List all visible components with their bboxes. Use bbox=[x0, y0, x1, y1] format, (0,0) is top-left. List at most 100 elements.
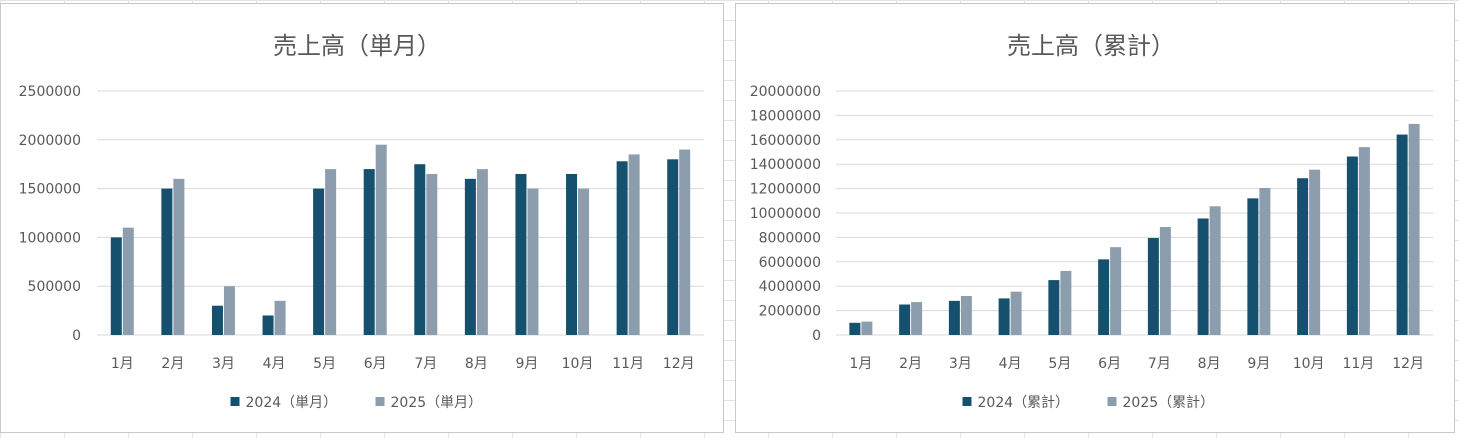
y-tick-label: 0 bbox=[72, 328, 81, 344]
y-tick-label: 0 bbox=[812, 328, 821, 344]
y-tick-label: 20000000 bbox=[750, 84, 821, 100]
bar-2025-6 bbox=[1110, 247, 1122, 335]
y-tick-label: 14000000 bbox=[750, 157, 821, 173]
y-tick-label: 10000000 bbox=[750, 206, 821, 222]
bar-2025-3 bbox=[223, 286, 235, 335]
y-tick-label: 500000 bbox=[28, 279, 81, 295]
bar-2024-7 bbox=[414, 164, 426, 335]
bar-2024-11 bbox=[616, 161, 628, 335]
bar-2024-5 bbox=[313, 188, 325, 335]
bar-2024-6 bbox=[363, 169, 375, 335]
bar-2025-4 bbox=[1010, 291, 1022, 335]
legend-label-2025: 2025（単月） bbox=[391, 395, 483, 411]
x-tick-label: 3月 bbox=[949, 356, 972, 372]
x-tick-label: 1月 bbox=[111, 356, 134, 372]
y-tick-label: 6000000 bbox=[759, 255, 821, 271]
bar-2024-11 bbox=[1346, 156, 1358, 335]
cumulative-sales-svg: 売上高（累計） 0 2000000 4000000 6000000 8000000 100… bbox=[750, 32, 1433, 411]
legend-swatch-2024 bbox=[230, 397, 240, 406]
x-tick-label: 12月 bbox=[663, 356, 695, 372]
bar-2024-6 bbox=[1098, 259, 1110, 335]
bar-2025-12 bbox=[1408, 123, 1420, 335]
bar-2025-2 bbox=[173, 178, 185, 335]
bar-2024-7 bbox=[1147, 238, 1159, 335]
bar-2024-2 bbox=[161, 188, 173, 335]
bar-2024-1 bbox=[110, 237, 122, 335]
bar-2024-10 bbox=[566, 173, 578, 335]
y-tick-label: 2000000 bbox=[19, 133, 81, 149]
bar-2025-7 bbox=[426, 173, 438, 335]
bar-2024-3 bbox=[948, 300, 960, 335]
x-tick-label: 11月 bbox=[1342, 356, 1374, 372]
bar-2024-2 bbox=[899, 304, 911, 335]
legend-label-2024: 2024（単月） bbox=[246, 395, 338, 411]
x-tick-label: 10月 bbox=[1293, 356, 1325, 372]
bar-2024-10 bbox=[1297, 178, 1309, 335]
y-tick-label: 1500000 bbox=[19, 182, 81, 198]
bar-2024-12 bbox=[667, 159, 679, 335]
bar-2024-1 bbox=[849, 322, 861, 335]
y-tick-label: 1000000 bbox=[19, 230, 81, 246]
bar-2025-6 bbox=[375, 144, 387, 335]
cumulative-sales-chart: 売上高（累計） 0 2000000 4000000 6000000 8000000 100… bbox=[735, 3, 1455, 433]
bar-2025-11 bbox=[628, 154, 640, 335]
x-tick-label: 5月 bbox=[313, 356, 336, 372]
y-tick-label: 2500000 bbox=[19, 84, 81, 100]
x-tick-label: 3月 bbox=[212, 356, 235, 372]
bar-2024-9 bbox=[1247, 198, 1259, 335]
bar-2024-8 bbox=[464, 178, 476, 335]
x-tick-label: 4月 bbox=[999, 356, 1022, 372]
monthly-sales-chart: 売上高（単月） 0 500000 1000000 1500000 2000000 2500… bbox=[0, 3, 724, 433]
legend-label-2024: 2024（累計） bbox=[978, 395, 1070, 411]
bar-2024-8 bbox=[1197, 218, 1209, 335]
x-tick-label: 4月 bbox=[263, 356, 286, 372]
x-tick-label: 8月 bbox=[1198, 356, 1221, 372]
bar-2025-7 bbox=[1159, 227, 1171, 335]
bar-2025-5 bbox=[325, 169, 337, 335]
bar-2025-3 bbox=[960, 295, 972, 335]
bar-2024-5 bbox=[1048, 280, 1060, 335]
bar-2025-10 bbox=[1309, 169, 1321, 335]
bar-2025-2 bbox=[911, 302, 923, 335]
bar-2025-1 bbox=[122, 227, 134, 335]
x-tick-label: 2月 bbox=[161, 356, 184, 372]
bar-2025-1 bbox=[861, 321, 873, 335]
bar-2025-9 bbox=[1259, 187, 1271, 335]
x-tick-label: 6月 bbox=[364, 356, 387, 372]
y-tick-label: 2000000 bbox=[759, 304, 821, 320]
bar-2025-8 bbox=[1209, 206, 1221, 335]
legend-label-2025: 2025（累計） bbox=[1123, 395, 1215, 411]
bar-2024-4 bbox=[262, 315, 274, 335]
monthly-sales-svg: 売上高（単月） 0 500000 1000000 1500000 2000000 2500… bbox=[19, 32, 704, 411]
bar-2024-9 bbox=[515, 173, 527, 335]
bar-2024-12 bbox=[1396, 134, 1408, 335]
bar-2025-5 bbox=[1060, 270, 1072, 335]
bar-2025-4 bbox=[274, 300, 286, 335]
x-tick-label: 8月 bbox=[465, 356, 488, 372]
x-tick-label: 6月 bbox=[1098, 356, 1121, 372]
x-tick-label: 10月 bbox=[562, 356, 594, 372]
x-tick-label: 7月 bbox=[414, 356, 437, 372]
legend-swatch-2025 bbox=[375, 397, 385, 406]
y-tick-label: 8000000 bbox=[759, 230, 821, 246]
bar-2025-8 bbox=[476, 169, 488, 335]
y-tick-label: 12000000 bbox=[750, 182, 821, 198]
bar-2025-11 bbox=[1358, 147, 1370, 335]
y-tick-label: 4000000 bbox=[759, 279, 821, 295]
x-tick-label: 9月 bbox=[515, 356, 538, 372]
bar-2024-3 bbox=[211, 305, 223, 335]
x-tick-label: 11月 bbox=[612, 356, 644, 372]
x-tick-label: 1月 bbox=[849, 356, 872, 372]
y-tick-label: 18000000 bbox=[750, 108, 821, 124]
chart-title: 売上高（単月） bbox=[273, 32, 441, 60]
y-tick-label: 16000000 bbox=[750, 133, 821, 149]
x-tick-label: 2月 bbox=[899, 356, 922, 372]
chart-title: 売上高（累計） bbox=[1007, 32, 1175, 60]
bar-2024-4 bbox=[998, 298, 1010, 335]
bar-2025-10 bbox=[578, 188, 590, 335]
bar-2025-9 bbox=[527, 188, 539, 335]
x-tick-label: 5月 bbox=[1048, 356, 1071, 372]
x-tick-label: 7月 bbox=[1148, 356, 1171, 372]
bar-2025-12 bbox=[679, 149, 691, 335]
x-tick-label: 12月 bbox=[1392, 356, 1424, 372]
